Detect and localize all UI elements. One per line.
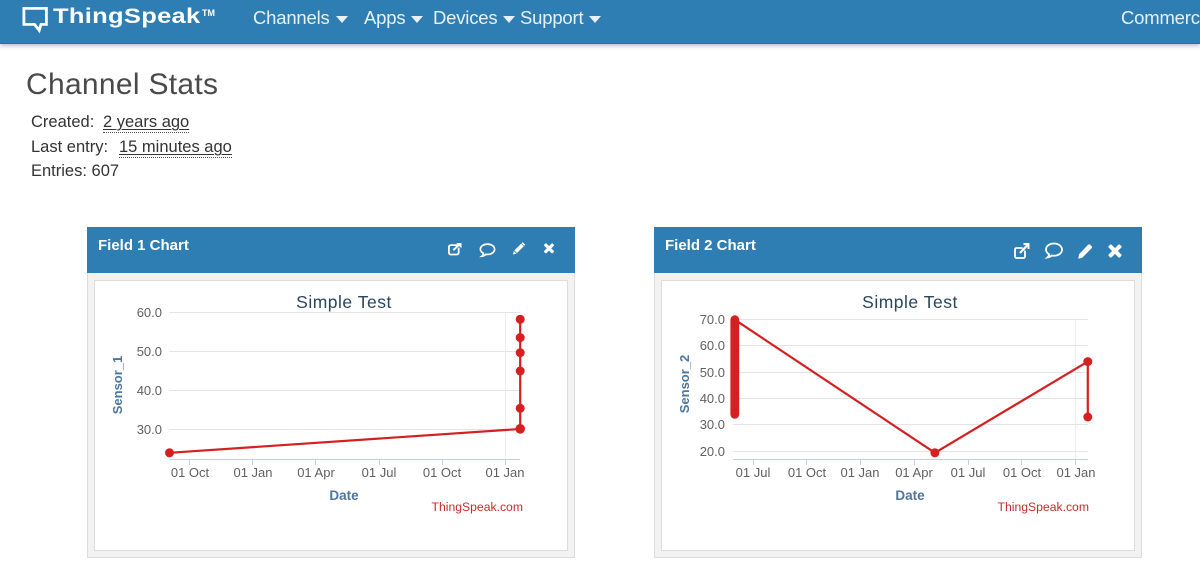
svg-text:01 Jan: 01 Jan <box>233 465 272 480</box>
svg-text:Sensor_2: Sensor_2 <box>677 355 692 414</box>
svg-text:30.0: 30.0 <box>700 417 725 432</box>
svg-text:01 Jan: 01 Jan <box>485 465 524 480</box>
svg-text:ThingSpeak.com: ThingSpeak.com <box>998 500 1089 514</box>
svg-text:01 Oct: 01 Oct <box>788 465 827 480</box>
svg-text:30.0: 30.0 <box>137 422 162 437</box>
svg-text:Simple Test: Simple Test <box>862 292 958 312</box>
svg-text:50.0: 50.0 <box>700 365 725 380</box>
svg-text:01 Oct: 01 Oct <box>1003 465 1042 480</box>
svg-text:70.0: 70.0 <box>700 312 725 327</box>
svg-text:20.0: 20.0 <box>700 444 725 459</box>
svg-text:40.0: 40.0 <box>700 391 725 406</box>
svg-text:Date: Date <box>329 488 359 503</box>
svg-text:Sensor_1: Sensor_1 <box>110 356 125 415</box>
svg-text:01 Jan: 01 Jan <box>1056 465 1095 480</box>
svg-text:Simple Test: Simple Test <box>296 292 392 312</box>
svg-text:01 Jul: 01 Jul <box>951 465 986 480</box>
svg-text:01 Apr: 01 Apr <box>297 465 335 480</box>
svg-text:01 Jan: 01 Jan <box>840 465 879 480</box>
svg-text:01 Jul: 01 Jul <box>736 465 771 480</box>
svg-text:50.0: 50.0 <box>137 344 162 359</box>
svg-text:01 Oct: 01 Oct <box>171 465 210 480</box>
svg-text:01 Apr: 01 Apr <box>895 465 933 480</box>
svg-text:ThingSpeak.com: ThingSpeak.com <box>432 500 523 514</box>
svg-text:40.0: 40.0 <box>137 383 162 398</box>
svg-text:01 Jul: 01 Jul <box>362 465 397 480</box>
svg-text:Date: Date <box>895 488 925 503</box>
svg-text:60.0: 60.0 <box>700 338 725 353</box>
svg-text:01 Oct: 01 Oct <box>423 465 462 480</box>
svg-text:60.0: 60.0 <box>137 305 162 320</box>
